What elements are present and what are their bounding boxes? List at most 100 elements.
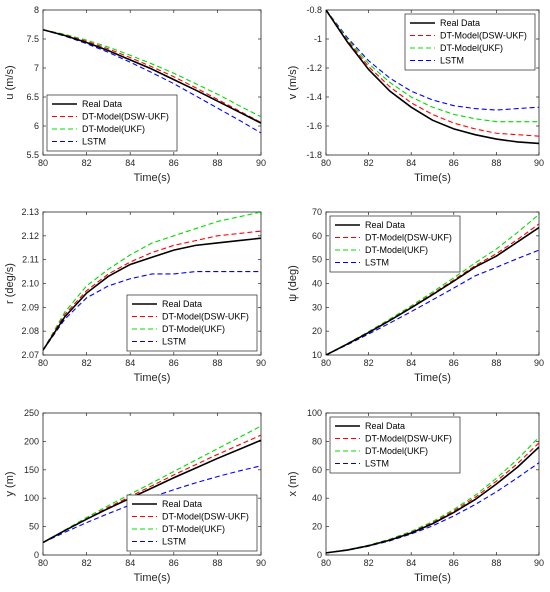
y-tick-label: 2.12 bbox=[21, 231, 39, 241]
legend: Real Data DT-Model(DSW-UKF) DT-Model(UKF) L… bbox=[126, 294, 258, 352]
y-tick-label: 80 bbox=[312, 436, 322, 446]
legend-label-dt-model-dsw-ukf: DT-Model(DSW-UKF) bbox=[440, 31, 527, 41]
x-tick-label: 82 bbox=[364, 558, 374, 568]
x-tick-label: 80 bbox=[38, 358, 48, 368]
legend-label-dt-model-ukf: DT-Model(UKF) bbox=[162, 324, 225, 334]
x-tick-label: 88 bbox=[212, 158, 222, 168]
y-tick-label: 200 bbox=[24, 436, 39, 446]
legend-label-lstm: LSTM bbox=[440, 56, 464, 66]
y-axis-label: y (m) bbox=[4, 471, 16, 496]
x-tick-label: 80 bbox=[321, 158, 331, 168]
x-tick-label: 88 bbox=[491, 158, 501, 168]
x-tick-label: 86 bbox=[169, 158, 179, 168]
y-tick-label: 100 bbox=[307, 408, 322, 418]
y-tick-label: 60 bbox=[312, 465, 322, 475]
series-line-dt-model-ukf bbox=[43, 212, 261, 351]
y-tick-label: -1.4 bbox=[306, 92, 322, 102]
x-tick-label: 80 bbox=[38, 558, 48, 568]
legend-label-real-data: Real Data bbox=[440, 18, 480, 28]
y-axis-label: ψ (deg) bbox=[287, 265, 299, 302]
y-tick-label: 2.11 bbox=[22, 255, 39, 265]
series-line-real-data bbox=[43, 439, 261, 544]
y-tick-label: -1.8 bbox=[306, 150, 322, 160]
x-tick-label: 86 bbox=[169, 558, 179, 568]
y-axis-label: v (m/s) bbox=[287, 66, 299, 100]
series-line-lstm bbox=[43, 29, 261, 134]
y-tick-label: -0.8 bbox=[306, 5, 322, 15]
legend-label-real-data: Real Data bbox=[162, 499, 202, 509]
x-tick-label: 84 bbox=[406, 358, 416, 368]
y-tick-label: 2.13 bbox=[21, 207, 39, 217]
x-tick-label: 88 bbox=[212, 558, 222, 568]
series-line-dt-model-dsw-ukf bbox=[43, 29, 261, 124]
legend-label-dt-model-ukf: DT-Model(UKF) bbox=[365, 446, 428, 456]
series-line-dt-model-dsw-ukf bbox=[43, 230, 261, 351]
legend-label-dt-model-dsw-ukf: DT-Model(DSW-UKF) bbox=[162, 312, 249, 322]
y-tick-label: 6.5 bbox=[26, 92, 39, 102]
panel-y: 80 82 84 86 88 90 0 50 100 150 200 250 Time(s) y (m) R… bbox=[4, 408, 266, 584]
y-tick-label: 60 bbox=[312, 231, 322, 241]
x-tick-label: 84 bbox=[125, 158, 135, 168]
panel-u: 80 82 84 86 88 90 5.5 6 6.5 7 7.5 8 Time(s) u (m/s) Re… bbox=[4, 5, 266, 184]
legend-label-dt-model-ukf: DT-Model(UKF) bbox=[162, 524, 225, 534]
y-tick-label: 2.07 bbox=[21, 350, 39, 360]
x-tick-label: 90 bbox=[534, 358, 544, 368]
legend-label-real-data: Real Data bbox=[82, 99, 122, 109]
x-tick-label: 88 bbox=[491, 358, 501, 368]
legend-label-real-data: Real Data bbox=[162, 299, 202, 309]
panel-psi: 80 82 84 86 88 90 10 20 30 40 50 60 70 Time(s) ψ (deg)… bbox=[287, 207, 544, 384]
y-axis-label: x (m) bbox=[287, 471, 299, 496]
legend-label-dt-model-dsw-ukf: DT-Model(DSW-UKF) bbox=[82, 112, 169, 122]
x-tick-label: 90 bbox=[256, 558, 266, 568]
x-tick-label: 82 bbox=[82, 558, 92, 568]
y-tick-label: 7 bbox=[34, 63, 39, 73]
series-line-dt-model-dsw-ukf bbox=[326, 10, 539, 137]
series-line-real-data bbox=[326, 226, 539, 355]
x-tick-label: 90 bbox=[256, 358, 266, 368]
series-line-lstm bbox=[43, 465, 261, 543]
legend-label-dt-model-ukf: DT-Model(UKF) bbox=[365, 245, 428, 255]
series-line-real-data bbox=[43, 28, 261, 124]
y-tick-label: 150 bbox=[24, 465, 39, 475]
legend-label-lstm: LSTM bbox=[162, 337, 186, 347]
series-line-real-data bbox=[43, 237, 261, 351]
legend: Real Data DT-Model(DSW-UKF) DT-Model(UKF) L… bbox=[404, 13, 536, 71]
legend-label-dt-model-dsw-ukf: DT-Model(DSW-UKF) bbox=[365, 233, 452, 243]
y-tick-label: 50 bbox=[312, 255, 322, 265]
y-tick-label: 20 bbox=[312, 326, 322, 336]
legend-label-lstm: LSTM bbox=[365, 258, 389, 268]
x-tick-label: 80 bbox=[321, 558, 331, 568]
legend-label-real-data: Real Data bbox=[365, 421, 405, 431]
legend-label-real-data: Real Data bbox=[365, 220, 405, 230]
x-tick-label: 88 bbox=[212, 358, 222, 368]
x-tick-label: 86 bbox=[169, 358, 179, 368]
legend: Real Data DT-Model(DSW-UKF) DT-Model(UKF) L… bbox=[329, 215, 461, 273]
x-tick-label: 86 bbox=[449, 358, 459, 368]
x-tick-label: 86 bbox=[449, 158, 459, 168]
x-tick-label: 80 bbox=[321, 358, 331, 368]
y-tick-label: 40 bbox=[312, 493, 322, 503]
y-tick-label: 2.08 bbox=[21, 326, 39, 336]
x-tick-label: 82 bbox=[364, 358, 374, 368]
x-tick-label: 84 bbox=[406, 158, 416, 168]
panel-x: 80 82 84 86 88 90 0 20 40 60 80 100 Time(s) x (m) Real… bbox=[287, 408, 544, 584]
series-line-lstm bbox=[43, 271, 261, 351]
x-axis-label: Time(s) bbox=[134, 372, 171, 384]
y-tick-label: -1 bbox=[314, 34, 322, 44]
y-tick-label: 7.5 bbox=[26, 34, 39, 44]
y-tick-label: 250 bbox=[24, 408, 39, 418]
y-tick-label: 5.5 bbox=[26, 150, 39, 160]
y-tick-label: 6 bbox=[34, 121, 39, 131]
y-tick-label: 0 bbox=[34, 550, 39, 560]
y-tick-label: 10 bbox=[312, 350, 322, 360]
x-axis-label: Time(s) bbox=[134, 172, 171, 184]
y-tick-label: 30 bbox=[312, 302, 322, 312]
x-tick-label: 84 bbox=[125, 358, 135, 368]
y-tick-label: 2.10 bbox=[21, 279, 39, 289]
x-axis-label: Time(s) bbox=[414, 572, 451, 584]
y-axis-label: r (deg/s) bbox=[4, 263, 16, 304]
y-tick-label: 50 bbox=[29, 522, 39, 532]
legend-label-dt-model-dsw-ukf: DT-Model(DSW-UKF) bbox=[365, 434, 452, 444]
legend-label-lstm: LSTM bbox=[82, 137, 106, 147]
x-tick-label: 84 bbox=[125, 558, 135, 568]
